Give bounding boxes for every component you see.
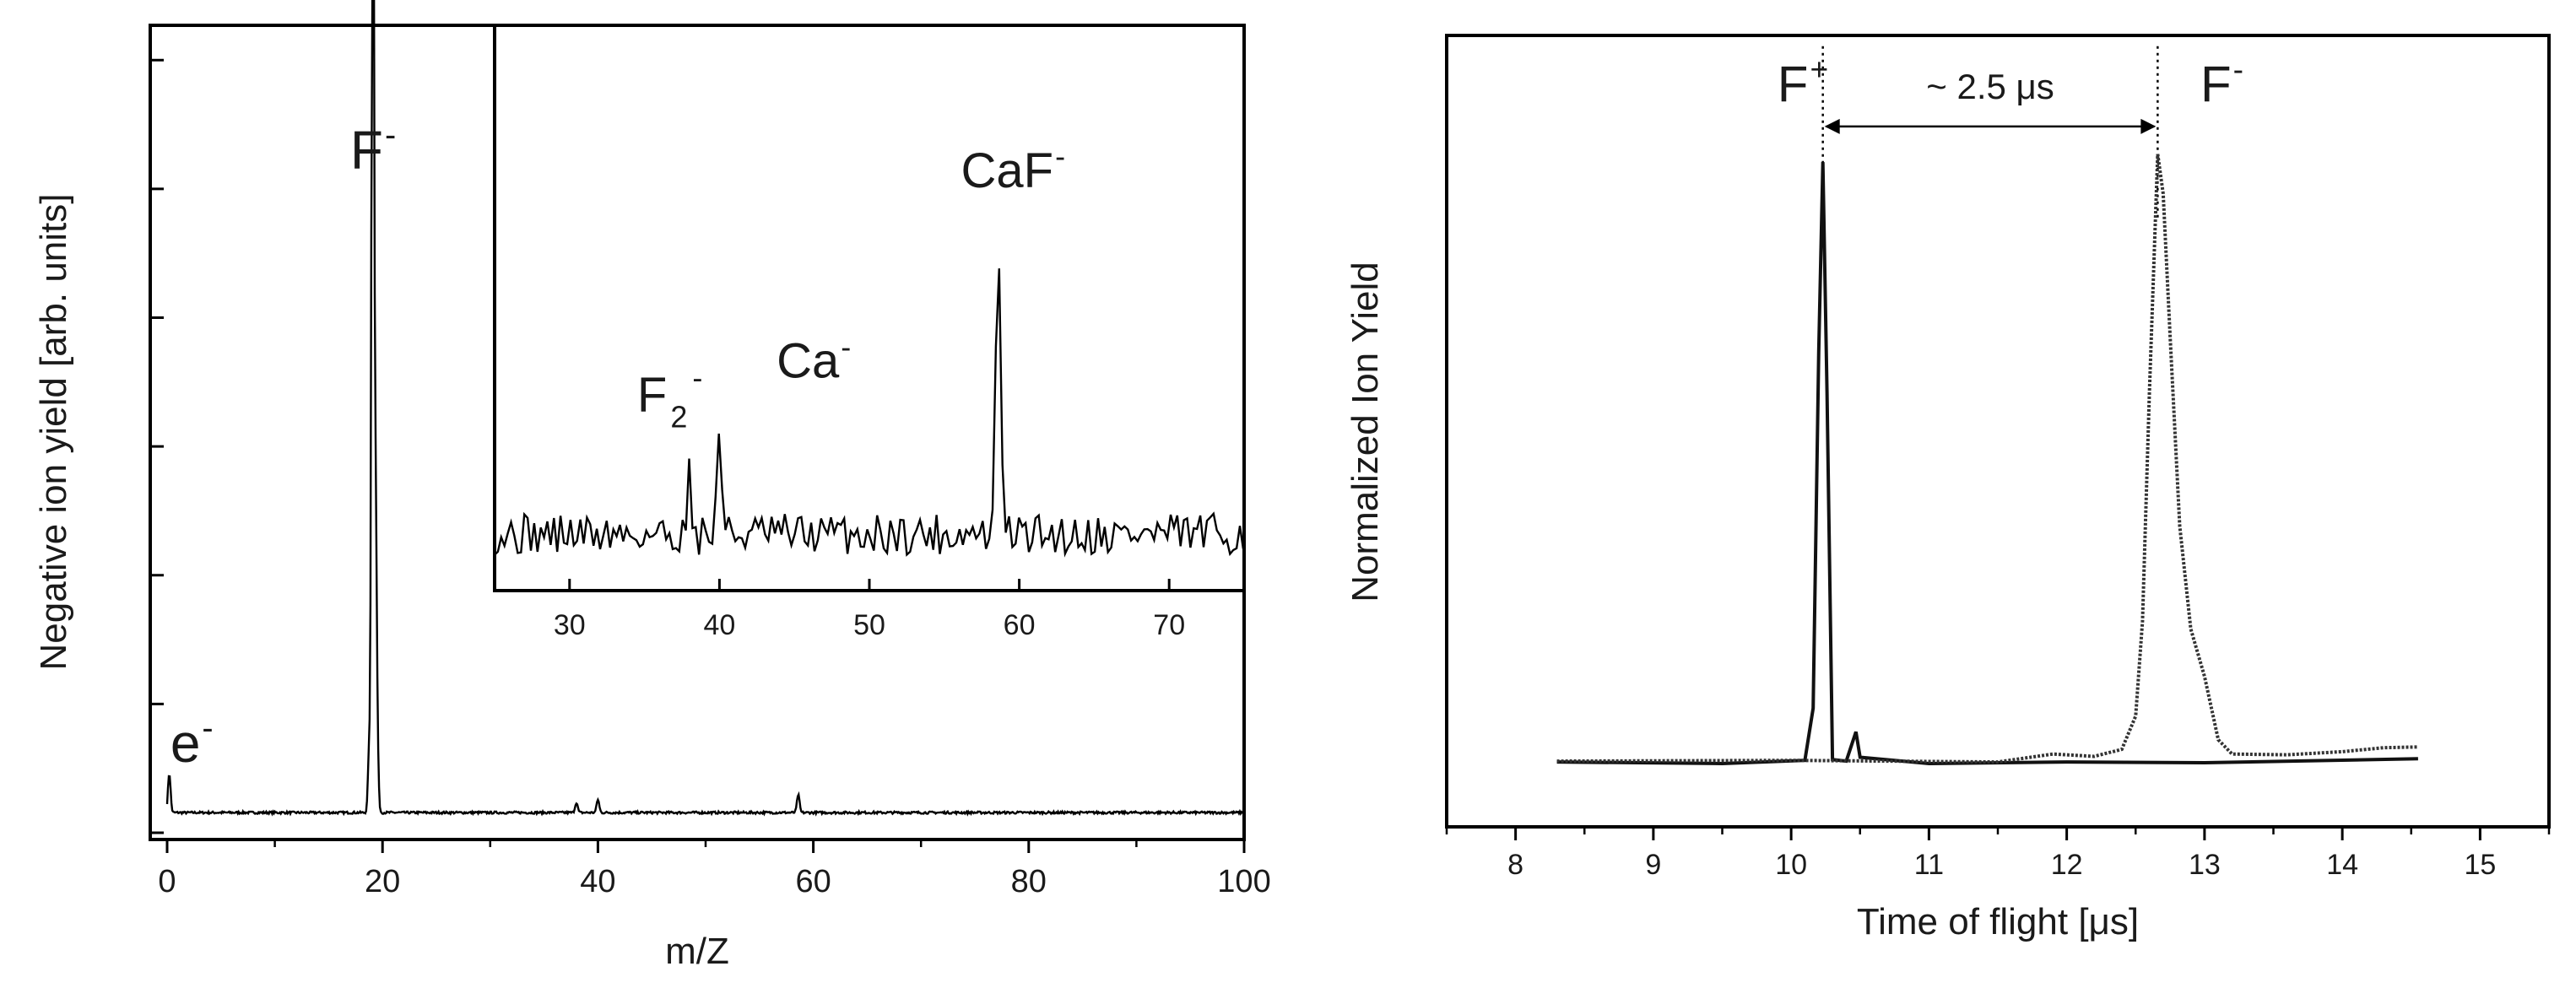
right-x-tick-label: 15 [2464, 849, 2496, 881]
left-y-ticks [150, 58, 164, 834]
inset-x-tick-label: 40 [703, 609, 735, 641]
left-x-tick-label: 80 [1011, 864, 1047, 899]
right-x-tick-label: 10 [1775, 849, 1807, 881]
left-annotations: F-e- [170, 116, 396, 774]
right-annotations: F+ F- [1778, 51, 2243, 112]
left-x-ticks: 0 20 40 60 80 100 [158, 840, 1271, 899]
left-series-line [165, 0, 1245, 817]
left-x-tick-label: 40 [580, 864, 615, 899]
right-series-f-plus [1556, 162, 2418, 766]
left-x-tick-label: 20 [365, 864, 400, 899]
inset-peak-label: F 2- [637, 360, 702, 434]
right-series-f-minus [1556, 154, 2418, 764]
inset-x-tick-label: 70 [1153, 609, 1185, 641]
inset-series-line [494, 268, 1245, 558]
inset-x-tick-label: 60 [1004, 609, 1036, 641]
inset-frame [493, 24, 1246, 592]
inset-x-ticks: 30 40 50 60 70 [554, 579, 1185, 641]
right-plot-frame [1445, 34, 2551, 829]
left-x-tick-label: 60 [795, 864, 831, 899]
left-x-tick-label: 0 [158, 864, 176, 899]
right-x-tick-label: 14 [2326, 849, 2358, 881]
interval-label: ~ 2.5 μs [1926, 67, 2054, 106]
right-x-tick-label: 12 [2051, 849, 2083, 881]
right-peak-label: F- [2200, 51, 2243, 112]
right-y-axis-label: Normalized Ion Yield [1345, 262, 1386, 602]
inset-peak-label: Ca- [777, 329, 851, 388]
left-x-tick-label: 100 [1217, 864, 1270, 899]
right-x-ticks: 8 9 10 11 12 13 14 15 [1445, 827, 2551, 881]
right-x-tick-label: 9 [1645, 849, 1661, 881]
inset-annotations: F 2- Ca- CaF- [637, 139, 1065, 435]
left-inset: 30 40 50 60 70 F 2- Ca- CaF- [493, 24, 1246, 641]
right-x-axis-label: Time of flight [μs] [1857, 901, 2139, 942]
right-x-tick-label: 13 [2189, 849, 2221, 881]
left-peak-label: e- [170, 710, 214, 774]
inset-x-tick-label: 50 [853, 609, 885, 641]
right-peak-label: F+ [1778, 51, 1828, 112]
interval-arrow-head-right [2140, 118, 2157, 134]
right-chart: 8 9 10 11 12 13 14 15 F+ F- ~ 2.5 μs Time of fli… [1345, 34, 2551, 942]
right-x-tick-label: 11 [1914, 849, 1944, 881]
left-y-axis-label: Negative ion yield [arb. units] [33, 194, 74, 671]
left-peak-label: F- [350, 116, 396, 181]
left-x-axis-label: m/Z [665, 931, 729, 972]
left-chart: 0 20 40 60 80 100 30 40 50 60 70 F 2- Ca-CaF- F-e- … [33, 0, 1271, 972]
inset-peak-label: CaF- [961, 139, 1066, 198]
interval-arrow-head-left [1824, 118, 1840, 134]
right-x-tick-label: 8 [1507, 849, 1523, 881]
inset-x-tick-label: 30 [554, 609, 586, 641]
